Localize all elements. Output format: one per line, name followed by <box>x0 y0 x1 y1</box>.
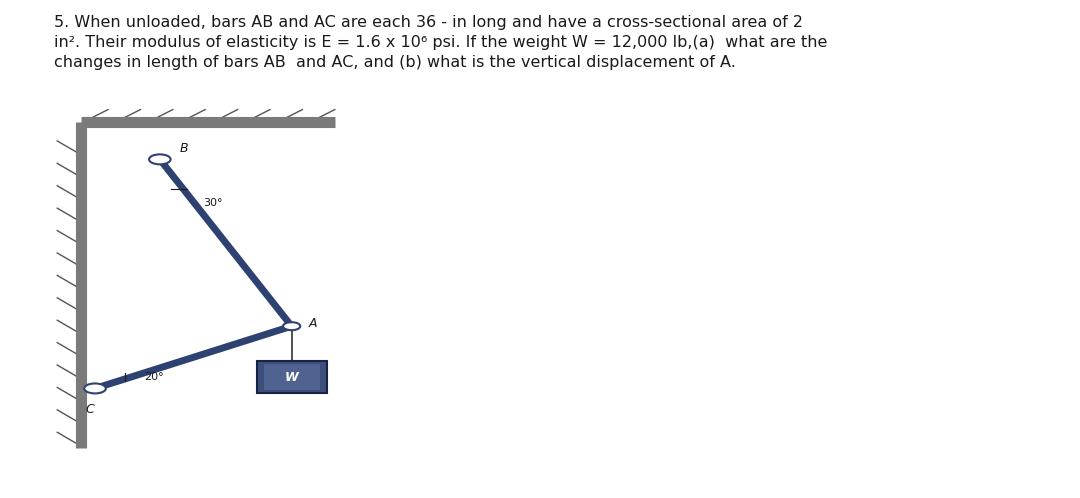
Circle shape <box>149 154 171 164</box>
Text: 30°: 30° <box>203 198 222 208</box>
Text: A: A <box>309 317 318 330</box>
Circle shape <box>84 383 106 393</box>
Text: C: C <box>85 403 94 416</box>
Circle shape <box>283 322 300 330</box>
Bar <box>264 365 320 390</box>
Bar <box>257 361 326 393</box>
Text: W: W <box>285 371 298 384</box>
Text: B: B <box>179 142 188 155</box>
Text: 20°: 20° <box>144 372 163 382</box>
Text: 5. When unloaded, bars AB and AC are each 36 - in long and have a cross-sectiona: 5. When unloaded, bars AB and AC are eac… <box>54 15 827 70</box>
